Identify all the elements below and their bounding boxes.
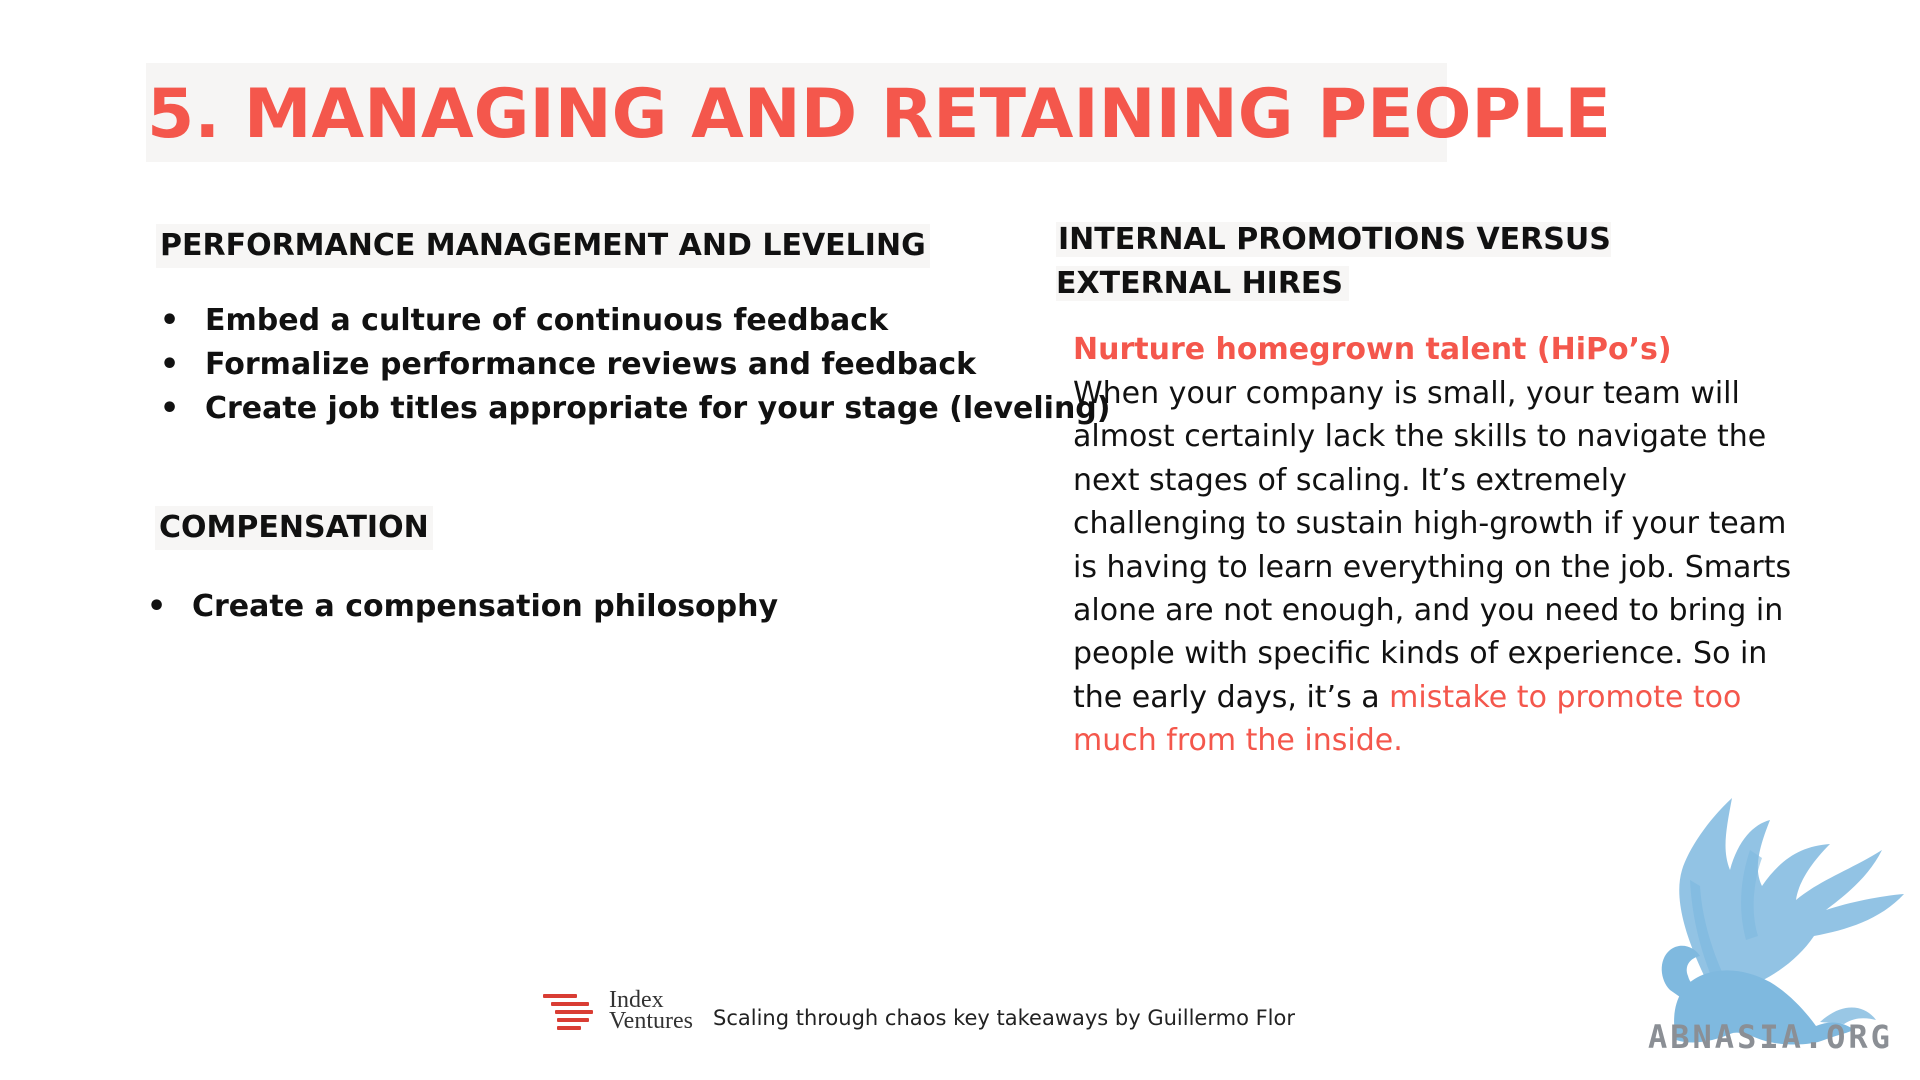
logo-wordmark: Index Ventures [609,987,693,1034]
list-item: • Embed a culture of continuous feedback [160,299,1111,343]
title-background [146,63,1447,162]
logo-line-2: Ventures [609,1008,693,1034]
body-text: When your company is small, your team wi… [1073,376,1792,715]
homegrown-talent-subheading: Nurture homegrown talent (HiPo’s) [1073,332,1672,367]
body-highlight: mistake to promote too much from the ins… [1073,679,1742,759]
internal-promotions-heading-text: INTERNAL PROMOTIONS VERSUS EXTERNAL HIRE… [1056,222,1611,301]
list-item: • Formalize performance reviews and feedb… [160,343,1111,387]
footer: Index Ventures Scaling through chaos key… [543,988,1295,1034]
performance-item-2: Formalize performance reviews and feedba… [205,347,977,382]
bullet-icon: • [160,391,180,426]
index-ventures-logo-icon [543,988,599,1034]
compensation-item-1: Create a compensation philosophy [192,589,779,624]
compensation-heading: COMPENSATION [155,506,433,550]
footer-caption: Scaling through chaos key takeaways by G… [712,1006,1295,1030]
performance-item-1: Embed a culture of continuous feedback [205,303,889,338]
bullet-icon: • [147,589,167,624]
list-item: • Create job titles appropriate for your … [160,387,1111,431]
logo-line-1: Index [609,987,664,1013]
performance-heading: PERFORMANCE MANAGEMENT AND LEVELING [156,224,930,268]
bullet-icon: • [160,303,180,338]
slide-title: 5. MANAGING AND RETAINING PEOPLE [147,75,1611,154]
list-item: • Create a compensation philosophy [147,585,779,629]
performance-list: • Embed a culture of continuous feedback … [160,299,1111,431]
bullet-icon: • [160,347,180,382]
watermark-text: ABNASIA.ORG [1648,1018,1893,1056]
performance-item-3: Create job titles appropriate for your s… [205,391,1111,426]
internal-promotions-body: When your company is small, your team wi… [1073,372,1793,763]
compensation-list: • Create a compensation philosophy [147,585,779,629]
internal-promotions-heading: INTERNAL PROMOTIONS VERSUS EXTERNAL HIRE… [1056,218,1716,306]
griffin-icon [1661,798,1904,1045]
